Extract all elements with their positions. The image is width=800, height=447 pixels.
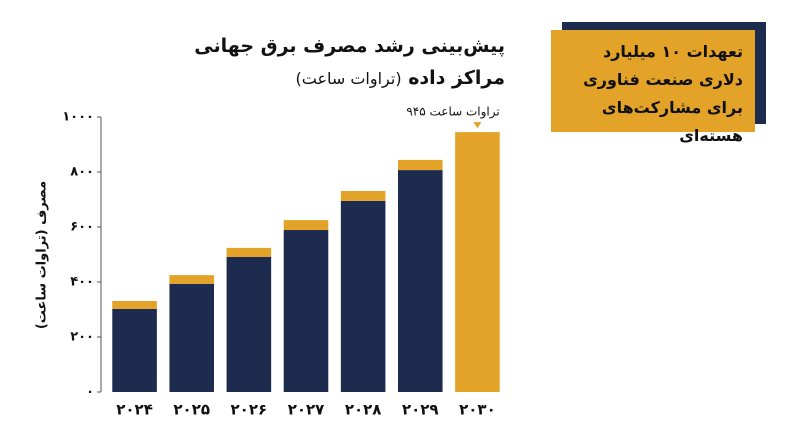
bar-segment	[169, 283, 214, 392]
x-tick-label: ۲۰۳۰	[459, 401, 496, 419]
bar-segment	[283, 220, 329, 231]
bar-segment	[283, 230, 329, 392]
bar-segment	[169, 275, 214, 284]
y-tick-label: ۲۰۰	[70, 330, 94, 345]
title-line: مراکز داده (تراوات ساعت)	[194, 62, 505, 95]
bar-segment	[226, 256, 272, 392]
label-pointer	[473, 122, 482, 129]
bar-segment	[226, 247, 272, 257]
title-line: پیش‌بینی رشد مصرف برق جهانی	[194, 35, 505, 57]
x-tick-label: ۲۰۲۶	[231, 401, 268, 419]
bar-segment	[398, 170, 443, 392]
bar-segment	[340, 190, 386, 201]
bar-segment	[455, 132, 500, 392]
y-tick-label: ۱۰۰۰	[62, 110, 94, 125]
x-tick-label: ۲۰۲۷	[288, 401, 325, 419]
value-label: ۹۴۵ تراوات ساعت	[406, 105, 499, 120]
bar-segment	[398, 159, 443, 171]
y-tick-label: ۶۰۰	[70, 220, 94, 235]
x-tick-label: ۲۰۲۸	[345, 401, 382, 419]
y-tick-label: ۴۰۰	[70, 275, 94, 290]
y-tick-label: ۰	[86, 385, 94, 400]
x-tick-label: ۲۰۲۹	[402, 401, 439, 419]
y-tick-label: ۸۰۰	[70, 165, 94, 180]
chart-title: پیش‌بینی رشد مصرف برق جهانی مراکز داده (…	[194, 30, 505, 95]
x-tick-label: ۲۰۲۴	[116, 401, 153, 419]
x-tick-label: ۲۰۲۵	[173, 401, 210, 419]
callout: تعهدات ۱۰ میلیارد دلاری صنعت فناوری برای…	[551, 30, 755, 145]
y-axis-label: مصرف (تراوات ساعت)	[35, 181, 50, 329]
subtitle: (تراوات ساعت)	[295, 69, 402, 88]
bar-segment	[112, 300, 157, 309]
bar-segment	[340, 200, 386, 392]
title-line: مراکز داده	[408, 67, 505, 89]
bar-segment	[112, 308, 157, 392]
